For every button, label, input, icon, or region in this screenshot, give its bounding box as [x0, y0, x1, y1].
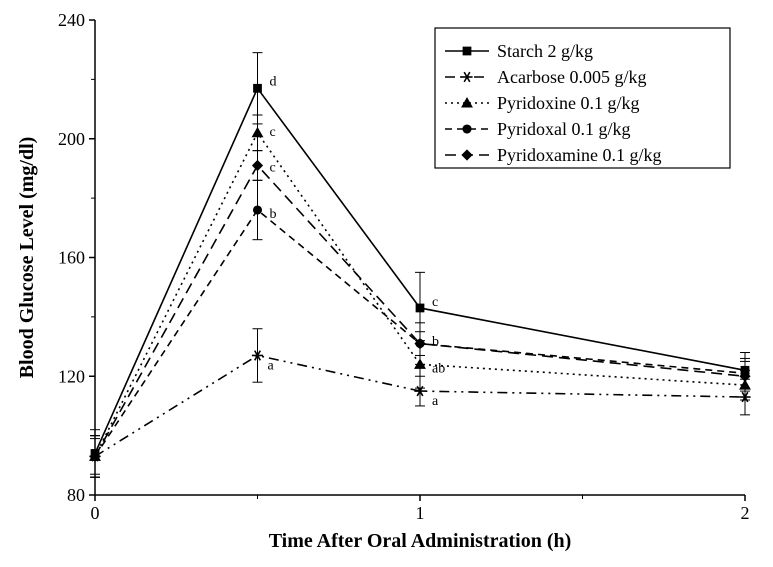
sig-label: b: [270, 207, 277, 222]
y-tick-label: 120: [58, 366, 85, 386]
sig-label: a: [268, 358, 275, 373]
significance-labels: d c c b a c b ab a: [268, 74, 446, 409]
y-tick-label: 160: [58, 248, 85, 268]
x-axis-label: Time After Oral Administration (h): [269, 530, 572, 552]
legend-label-starch: Starch 2 g/kg: [497, 41, 593, 61]
sig-label: a: [432, 394, 439, 409]
sig-label: c: [432, 295, 438, 310]
sig-label: d: [270, 74, 277, 89]
x-tick-label: 0: [91, 503, 100, 523]
legend-label-pyridoxine: Pyridoxine 0.1 g/kg: [497, 93, 640, 113]
x-tick-label: 1: [416, 503, 425, 523]
y-axis-label: Blood Glucose Level (mg/dl): [16, 137, 38, 379]
legend-label-pyridoxal: Pyridoxal 0.1 g/kg: [497, 119, 631, 139]
y-tick-label: 240: [58, 10, 85, 30]
y-tick-label: 80: [67, 485, 85, 505]
sig-label: c: [270, 160, 276, 175]
sig-label: c: [270, 125, 276, 140]
blood-glucose-chart: 80 120 160 200 240 0 1 2 d c c b a c b ab a Starch 2 g/…: [0, 0, 773, 567]
x-tick-label: 2: [741, 503, 750, 523]
y-tick-label: 200: [58, 129, 85, 149]
legend-label-pyridoxamine: Pyridoxamine 0.1 g/kg: [497, 145, 662, 165]
legend: Starch 2 g/kg Acarbose 0.005 g/kg Pyridoxi…: [435, 28, 730, 168]
sig-label: b: [432, 335, 439, 350]
sig-label: ab: [432, 361, 445, 376]
legend-label-acarbose: Acarbose 0.005 g/kg: [497, 67, 646, 87]
